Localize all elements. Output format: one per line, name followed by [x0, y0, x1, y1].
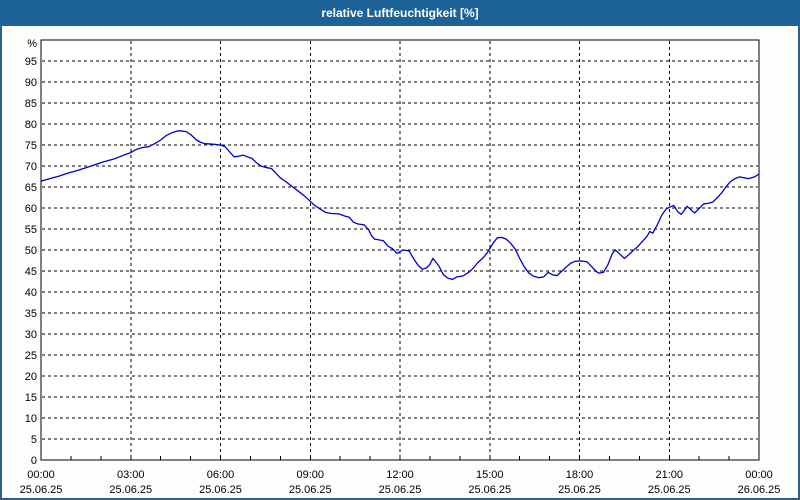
window-titlebar: relative Luftfeuchtigkeit [%]	[0, 0, 800, 26]
chart-frame	[0, 26, 800, 500]
window-title: relative Luftfeuchtigkeit [%]	[321, 6, 479, 20]
